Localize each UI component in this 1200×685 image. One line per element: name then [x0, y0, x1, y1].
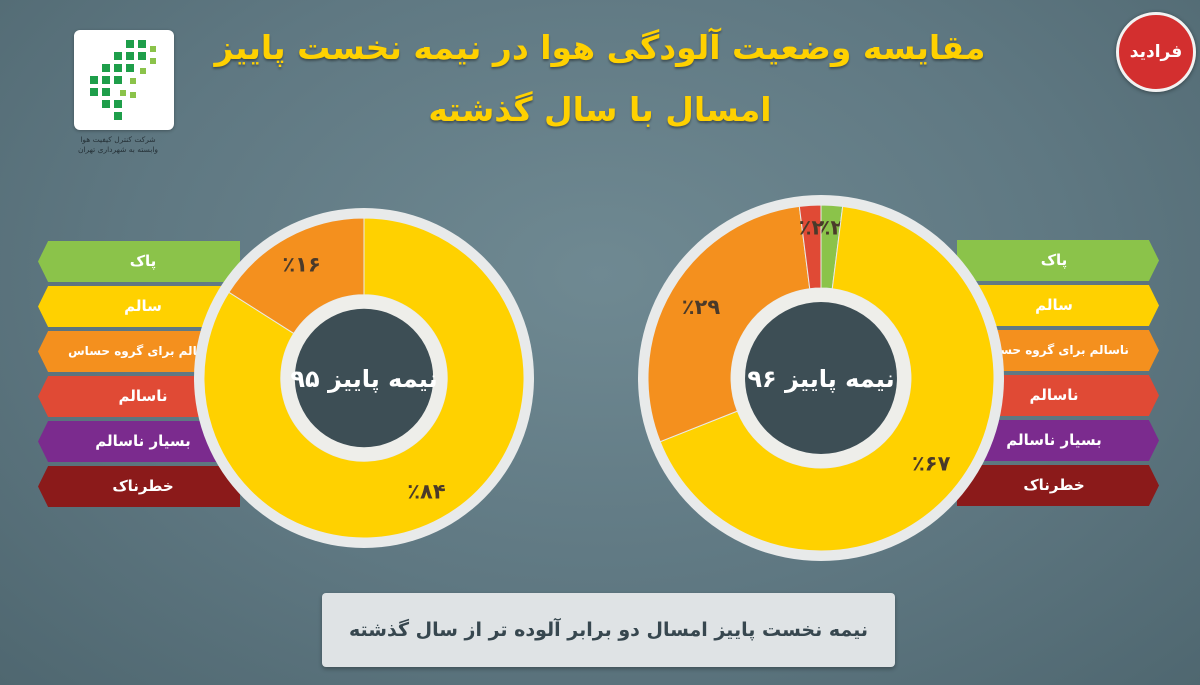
title-line-1: مقایسه وضعیت آلودگی هوا در نیمه نخست پای…	[214, 28, 986, 67]
donut-center	[294, 308, 434, 448]
slice-value-label: ٪۱۶	[282, 252, 320, 276]
slice-value-label: ٪۸۴	[407, 480, 446, 504]
center-label: نیمه پاییز ۹۵	[290, 365, 437, 393]
legend-item-hazardous: خطرناک	[957, 465, 1159, 506]
logo-caption: شرکت کنترل کیفیت هوا	[80, 135, 156, 144]
legend-left: پاک سالم ناسالم برای گروه حساس ناسالم بس…	[38, 241, 240, 511]
legend-item-hazardous: خطرناک	[38, 466, 240, 507]
title-line-2: امسال با سال گذشته	[428, 90, 772, 129]
slice-value-label: ٪۲	[799, 215, 825, 239]
slice-value-label: ٪۲۹	[682, 295, 721, 319]
legend-item-clean: پاک	[957, 240, 1159, 281]
faradid-badge: فرادید	[1116, 12, 1196, 92]
slice-value-label: ٪۶۷	[912, 451, 951, 475]
logo-subcaption: وابسته به شهرداری تهران	[77, 145, 159, 154]
donut-center	[745, 302, 897, 454]
legend-item-clean: پاک	[38, 241, 240, 282]
donut-chart-95: ٪۸۴ ٪۱۶ نیمه پاییز ۹۵	[194, 208, 534, 548]
air-quality-logo: شرکت کنترل کیفیت هوا وابسته به شهرداری ت…	[62, 30, 174, 154]
center-label: نیمه پاییز ۹۶	[747, 365, 894, 393]
legend-item-healthy: سالم	[38, 286, 240, 327]
footer-caption: نیمه نخست پاییز امسال دو برابر آلوده تر …	[322, 593, 895, 667]
pixel-logo-icon	[74, 30, 174, 130]
